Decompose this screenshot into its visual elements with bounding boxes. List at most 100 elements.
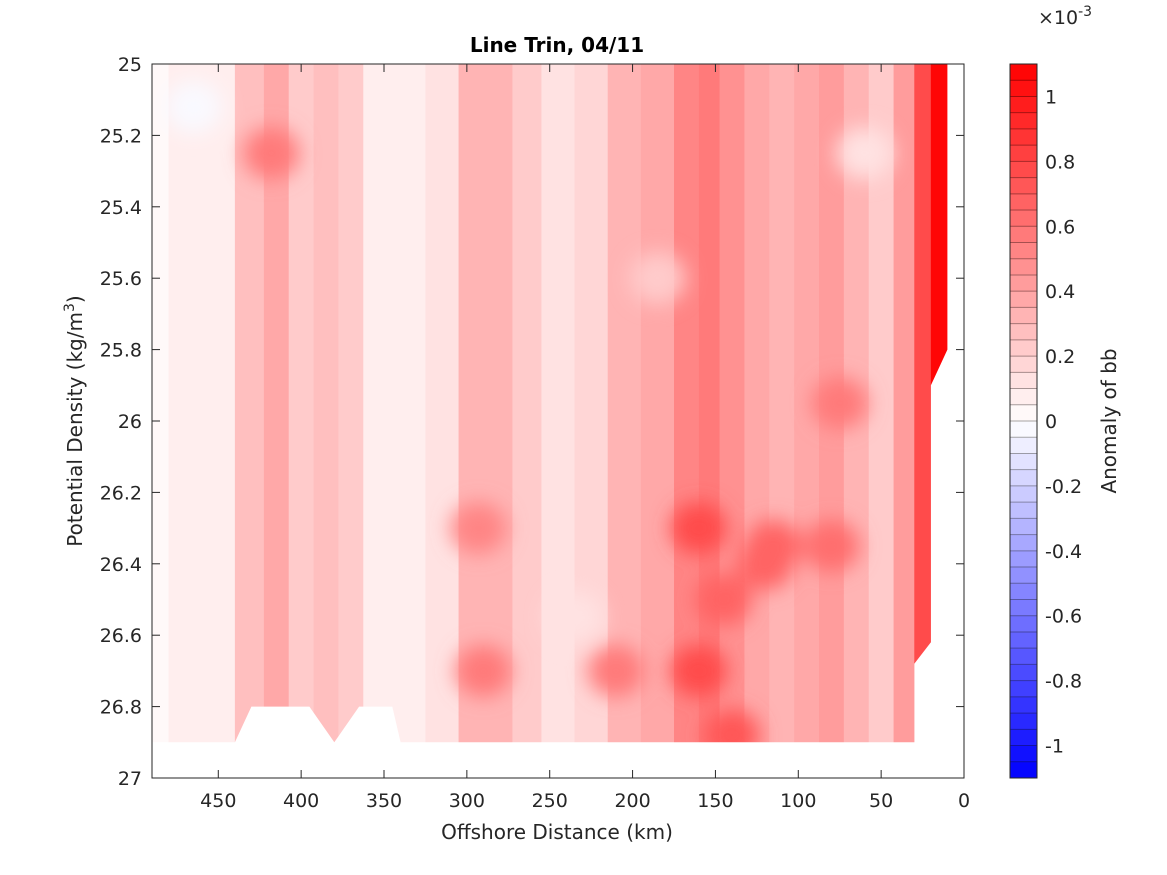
colorbar-band <box>1010 145 1037 162</box>
heatmap-column <box>541 64 576 778</box>
y-tick-label: 26 <box>118 411 142 433</box>
colorbar-band <box>1010 96 1037 114</box>
y-axis-label-close: ) <box>63 295 87 303</box>
heatmap-column <box>234 64 265 778</box>
colorbar-band <box>1010 680 1037 698</box>
x-tick-label: 50 <box>869 790 893 812</box>
x-tick-label: 450 <box>200 790 236 812</box>
colorbar-band <box>1010 193 1037 211</box>
heatmap-column <box>363 64 393 778</box>
heatmap-column <box>392 64 427 778</box>
colorbar-ticks: 1 0.8 0.6 0.4 0.2 0 -0.2 -0.4 -0.6 -0.8 -1 <box>1045 86 1082 757</box>
colorbar-band <box>1010 745 1037 763</box>
heatmap-features <box>165 80 893 762</box>
y-tick-label: 27 <box>118 768 142 790</box>
colorbar-band <box>1010 64 1037 81</box>
colorbar-band <box>1010 307 1037 325</box>
y-tick-label: 25.4 <box>100 197 142 219</box>
colorbar-tick-label: 0.8 <box>1045 151 1075 173</box>
heatmap-column <box>512 64 543 778</box>
colorbar-band <box>1010 177 1037 195</box>
colorbar-bands <box>1010 64 1037 779</box>
y-tick-label: 25.6 <box>100 268 142 290</box>
colorbar-tick-label: -0.6 <box>1045 606 1082 628</box>
colorbar-band <box>1010 664 1037 682</box>
colorbar-band <box>1010 291 1037 308</box>
colorbar-band <box>1010 453 1037 471</box>
colorbar-band <box>1010 567 1037 584</box>
y-tick-label: 26.6 <box>100 625 142 647</box>
colorbar-band <box>1010 599 1037 617</box>
colorbar-band <box>1010 713 1037 730</box>
colorbar-band <box>1010 226 1037 243</box>
heatmap-feature <box>629 252 686 305</box>
heatmap-feature <box>546 591 603 644</box>
y-axis-label-main: Potential Density (kg/m <box>63 312 87 547</box>
y-tick-label: 26.2 <box>100 482 142 504</box>
heatmap-feature <box>243 127 300 180</box>
colorbar-tick-label: 0.6 <box>1045 216 1075 238</box>
colorbar-band <box>1010 323 1037 341</box>
colorbar-exponent: ×10-3 <box>1038 4 1092 29</box>
colorbar-tick-label: -0.2 <box>1045 476 1082 498</box>
colorbar-band <box>1010 534 1037 552</box>
colorbar-tick-label: 0 <box>1045 411 1057 433</box>
colorbar-band <box>1010 388 1037 406</box>
x-tick-label: 100 <box>780 790 816 812</box>
y-axis-label: Potential Density (kg/m3) <box>62 295 87 546</box>
y-tick-label: 25.2 <box>100 125 142 147</box>
x-tick-label: 200 <box>614 790 650 812</box>
colorbar-band <box>1010 421 1037 438</box>
colorbar-tick-label: 0.2 <box>1045 346 1075 368</box>
heatmap-column <box>868 64 895 778</box>
x-tick-label: 0 <box>958 790 970 812</box>
colorbar-band <box>1010 648 1037 665</box>
x-axis-label: Offshore Distance (km) <box>441 820 673 844</box>
heatmap-feature <box>836 127 893 180</box>
colorbar-band <box>1010 502 1037 519</box>
colorbar-band <box>1010 274 1037 292</box>
heatmap-column <box>914 64 932 778</box>
colorbar-band <box>1010 161 1037 179</box>
x-tick-label: 150 <box>697 790 733 812</box>
chart-title: Line Trin, 04/11 <box>470 33 644 57</box>
x-axis: 450 400 350 300 250 200 150 100 50 0 <box>200 64 970 812</box>
heatmap-column <box>719 64 746 778</box>
colorbar-tick-label: -1 <box>1045 736 1064 758</box>
colorbar-band <box>1010 761 1037 779</box>
colorbar-band <box>1010 356 1037 373</box>
x-tick-label: 300 <box>449 790 485 812</box>
heatmap-column <box>794 64 820 778</box>
colorbar-band <box>1010 437 1037 454</box>
y-axis-label-superscript: 3 <box>62 303 78 312</box>
heatmap-column <box>168 64 203 778</box>
colorbar-band <box>1010 469 1037 487</box>
heatmap-column <box>201 64 236 778</box>
colorbar-tick-label: 1 <box>1045 86 1057 108</box>
heatmap-feature <box>670 502 727 555</box>
colorbar-tick-label: 0.4 <box>1045 281 1075 303</box>
colorbar-tick-label: -0.4 <box>1045 541 1082 563</box>
heatmap-column <box>338 64 364 778</box>
x-tick-label: 350 <box>366 790 402 812</box>
heatmap-column <box>640 64 675 778</box>
y-tick-label: 25.8 <box>100 340 142 362</box>
heatmap-feature <box>588 644 644 697</box>
colorbar-band <box>1010 583 1037 600</box>
y-tick-label: 25 <box>118 54 142 76</box>
colorbar-exponent-prefix: ×10 <box>1038 7 1078 29</box>
colorbar-band <box>1010 631 1037 649</box>
colorbar-label: Anomaly of bb <box>1097 348 1121 493</box>
colorbar-band <box>1010 372 1037 390</box>
heatmap-column <box>744 64 770 778</box>
heatmap-column <box>893 64 915 778</box>
colorbar-band <box>1010 128 1037 146</box>
colorbar: 1 0.8 0.6 0.4 0.2 0 -0.2 -0.4 -0.6 -0.8 -1 ×10-3 A… <box>1009 4 1121 779</box>
colorbar-band <box>1010 518 1037 536</box>
y-tick-label: 26.8 <box>100 697 142 719</box>
heatmap-feature <box>450 502 507 555</box>
heatmap-column <box>263 64 290 778</box>
colorbar-band <box>1010 615 1037 633</box>
heatmap-column <box>288 64 315 778</box>
